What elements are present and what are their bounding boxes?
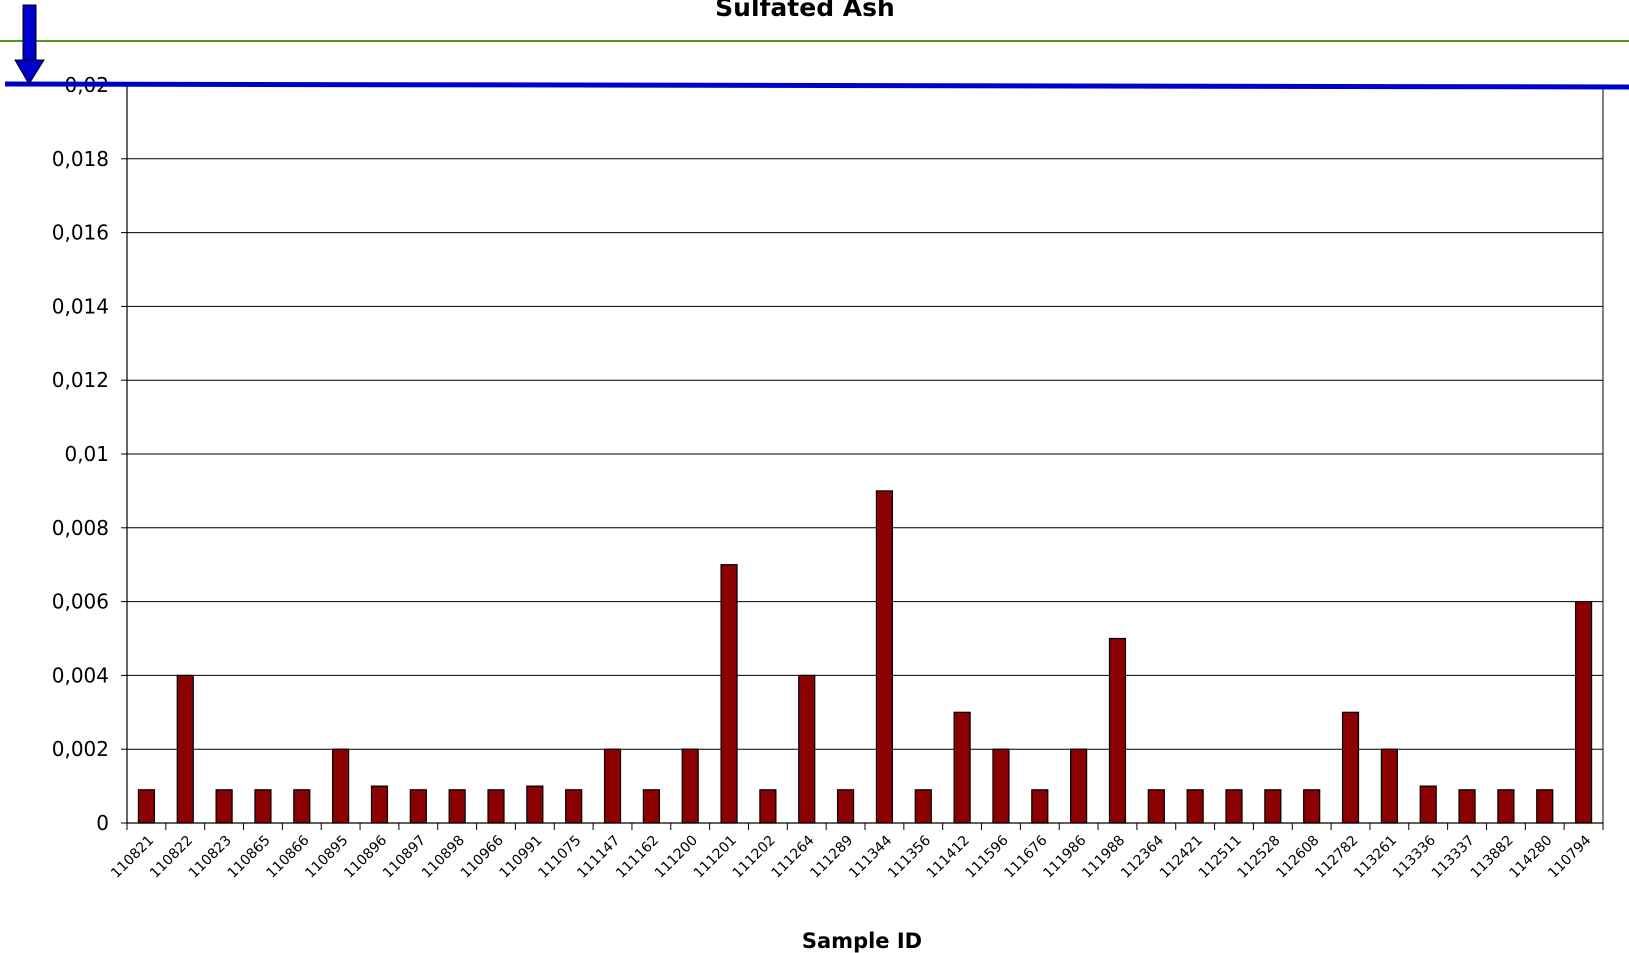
bar-110895 <box>332 748 350 824</box>
axes <box>126 85 1604 830</box>
bar-112421 <box>1186 789 1204 824</box>
bar-110966 <box>487 789 505 824</box>
y-tick-label: 0,008 <box>52 516 109 540</box>
bar-113336 <box>1419 785 1437 824</box>
bar-113337 <box>1458 789 1476 824</box>
y-tick-label: 0,01 <box>64 442 109 466</box>
y-tick-label: 0,002 <box>52 737 109 761</box>
y-tick-label: 0,014 <box>52 294 109 318</box>
bar-112608 <box>1303 789 1321 824</box>
y-tick-label: 0,016 <box>52 221 109 245</box>
y-tick-label: 0 <box>96 811 109 835</box>
bar-111202 <box>759 789 777 824</box>
y-tick-label: 0,004 <box>52 663 109 687</box>
y-tick-label: 0,006 <box>52 590 109 614</box>
limit-line <box>4 81 1629 90</box>
bar-112528 <box>1264 789 1282 824</box>
bar-111147 <box>603 748 622 824</box>
bar-111676 <box>1031 789 1049 824</box>
bar-113261 <box>1380 748 1398 824</box>
bar-113882 <box>1497 789 1515 824</box>
bar-111344 <box>875 490 894 824</box>
bar-111986 <box>1070 748 1088 824</box>
bar-110896 <box>370 785 389 824</box>
bar-110821 <box>137 789 156 824</box>
bar-111412 <box>953 711 971 824</box>
y-tick-label: 0,012 <box>52 368 109 392</box>
down-arrow-icon <box>14 4 45 85</box>
y-tick-labels: 0 0,002 0,004 0,006 0,008 0,01 0,012 0,014 0,016… <box>52 73 109 835</box>
bars <box>137 490 1593 824</box>
bar-110823 <box>215 789 233 824</box>
bar-112511 <box>1225 789 1243 824</box>
bar-110991 <box>526 785 544 824</box>
bar-110794 <box>1574 600 1593 824</box>
bar-111988 <box>1108 637 1127 824</box>
bar-114280 <box>1536 789 1554 824</box>
bar-111201 <box>720 564 738 824</box>
bar-112364 <box>1147 789 1165 824</box>
bar-110866 <box>293 789 311 824</box>
bar-110822 <box>176 674 194 824</box>
x-tick-label: 110794 <box>1545 832 1594 881</box>
bar-110865 <box>254 789 272 824</box>
bar-111289 <box>836 789 855 824</box>
bar-111200 <box>681 748 699 824</box>
bar-112782 <box>1341 711 1360 824</box>
x-axis-label: Sample ID <box>802 929 922 953</box>
y-tick-label: 0,018 <box>52 147 109 171</box>
bar-111264 <box>798 674 816 824</box>
bar-110898 <box>448 789 466 824</box>
gridlines <box>121 84 1603 824</box>
bar-111075 <box>565 789 583 824</box>
bar-110897 <box>409 789 427 824</box>
bar-111596 <box>992 748 1010 824</box>
bar-111356 <box>914 789 932 824</box>
x-tick-labels: 1108211108221108231108651108661108951108… <box>108 832 1594 881</box>
bar-111162 <box>642 789 660 824</box>
chart-title: Sulfated Ash <box>715 0 895 22</box>
